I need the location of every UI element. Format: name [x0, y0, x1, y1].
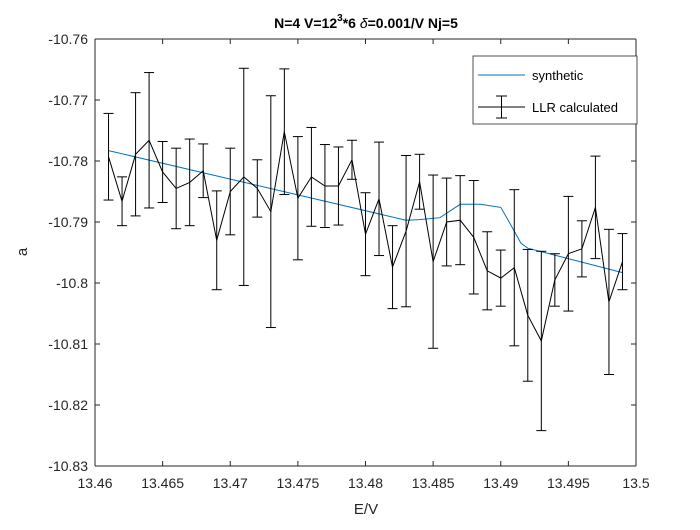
x-tick-label: 13.48 [348, 475, 383, 491]
legend-synthetic-label: synthetic [532, 68, 584, 83]
x-tick-label: 13.5 [622, 475, 649, 491]
series-llr-line [108, 131, 623, 343]
x-tick-label: 13.475 [276, 475, 319, 491]
chart-title-delta: δ [360, 15, 368, 31]
x-tick-label: 13.465 [141, 475, 184, 491]
x-tick-label: 13.47 [213, 475, 248, 491]
series [103, 67, 628, 432]
x-tick-label: 13.495 [547, 475, 590, 491]
chart-title-superscript: 3 [337, 13, 343, 24]
y-tick-label: -10.8 [56, 275, 88, 291]
x-tick-label: 13.49 [483, 475, 518, 491]
x-axis-label: E/V [354, 501, 378, 518]
x-tick-label: 13.46 [77, 475, 112, 491]
series-synthetic-line [108, 150, 623, 274]
y-axis-label: a [14, 247, 31, 256]
y-tick-label: -10.81 [48, 336, 88, 352]
y-tick-label: -10.83 [48, 458, 88, 474]
legend-llr-label: LLR calculated [532, 100, 618, 115]
y-tick-label: -10.76 [48, 31, 88, 47]
y-tick-label: -10.79 [48, 214, 88, 230]
y-tick-label: -10.78 [48, 153, 88, 169]
ticks: 13.46 13.465 13.47 13.475 13.48 13.485 13.49 13… [48, 31, 650, 491]
y-tick-label: -10.82 [48, 397, 88, 413]
y-tick-label: -10.77 [48, 92, 88, 108]
legend-box [472, 55, 638, 125]
legend: synthetic LLR calculated [472, 55, 638, 125]
x-tick-label: 13.485 [412, 475, 455, 491]
chart-title: N=4 V=123*6 δ=0.001/V Nj=5 [274, 13, 458, 31]
